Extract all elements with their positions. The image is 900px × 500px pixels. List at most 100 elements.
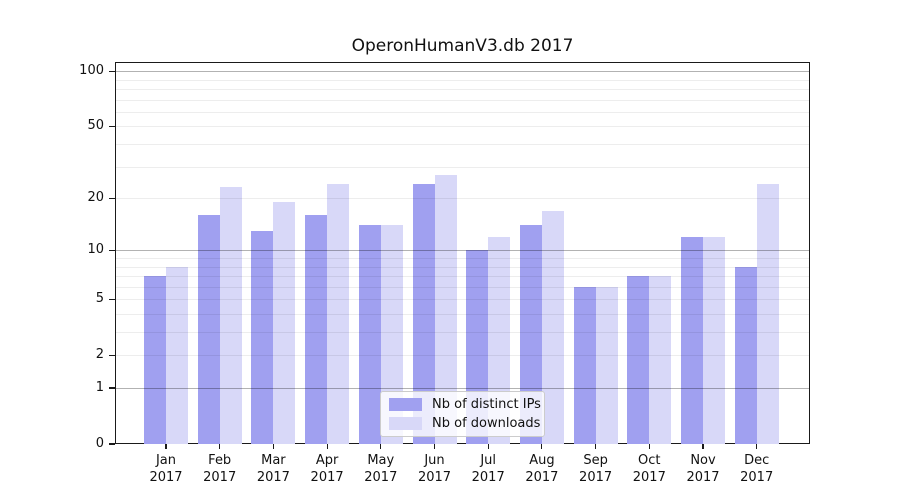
x-tick-label: Aug 2017 — [514, 452, 570, 486]
y-tick-label: 50 — [87, 118, 104, 134]
x-tick-month: Jan — [155, 453, 177, 468]
minor-gridline — [116, 314, 809, 315]
bar-downloads-mar — [273, 202, 296, 444]
minor-gridline — [116, 99, 809, 101]
x-tick-mark — [702, 444, 704, 449]
x-tick-month: Oct — [638, 453, 661, 468]
major-gridline — [116, 388, 809, 389]
minor-gridline — [116, 166, 809, 168]
bar-downloads-jan — [166, 266, 188, 444]
x-tick-year: 2017 — [686, 470, 720, 485]
y-tick-mark — [109, 197, 115, 199]
x-tick-year: 2017 — [149, 470, 183, 485]
x-tick-month: May — [367, 453, 395, 468]
major-gridline — [116, 71, 809, 73]
bar-distinct-ips-oct — [627, 276, 650, 444]
minor-gridline — [116, 126, 809, 128]
bar-downloads-may — [380, 225, 403, 444]
x-tick-label: Feb 2017 — [192, 452, 248, 486]
bar-downloads-aug — [541, 210, 564, 444]
x-tick-year: 2017 — [740, 470, 774, 485]
bar-downloads-jun — [434, 174, 457, 444]
x-tick-month: Sep — [583, 453, 608, 468]
x-tick-year: 2017 — [525, 470, 559, 485]
x-tick-mark — [380, 444, 382, 449]
x-tick-mark — [595, 444, 597, 449]
x-tick-year: 2017 — [310, 470, 344, 485]
x-tick-month: Dec — [744, 453, 770, 468]
x-tick-month: Apr — [315, 453, 339, 468]
minor-gridline — [116, 299, 809, 301]
x-tick-month: Aug — [529, 453, 555, 468]
x-tick-mark — [756, 444, 758, 449]
y-tick-mark — [109, 387, 115, 389]
y-tick-label: 2 — [95, 347, 104, 363]
legend-swatch — [389, 417, 422, 430]
y-tick-label: 20 — [87, 190, 104, 206]
x-tick-mark — [272, 444, 274, 449]
x-tick-mark — [541, 444, 543, 449]
chart-title: OperonHumanV3.db 2017 — [351, 36, 574, 56]
y-tick-label: 0 — [95, 436, 104, 451]
minor-gridline — [116, 276, 809, 277]
x-tick-year: 2017 — [364, 470, 398, 485]
x-tick-year: 2017 — [632, 470, 666, 485]
x-tick-label: Mar 2017 — [245, 452, 301, 486]
bar-distinct-ips-dec — [734, 266, 757, 444]
legend: Nb of distinct IPs Nb of downloads — [380, 391, 545, 437]
y-tick-mark — [109, 443, 115, 445]
y-tick-mark — [109, 125, 115, 127]
x-tick-mark — [433, 444, 436, 449]
x-tick-label: Jul 2017 — [460, 452, 516, 486]
x-tick-mark — [326, 444, 328, 449]
minor-gridline — [116, 89, 809, 90]
bar-distinct-ips-apr — [305, 215, 328, 444]
x-tick-label: Sep 2017 — [568, 452, 624, 486]
minor-gridline — [116, 144, 809, 145]
minor-gridline — [116, 355, 809, 357]
legend-entry: Nb of distinct IPs — [389, 397, 541, 412]
legend-label: Nb of downloads — [432, 416, 541, 431]
minor-gridline — [116, 111, 809, 113]
x-tick-year: 2017 — [417, 470, 452, 485]
minor-gridline — [116, 286, 809, 288]
bar-distinct-ips-aug — [519, 225, 542, 444]
x-tick-label: Jan 2017 — [138, 452, 194, 486]
x-tick-year: 2017 — [203, 470, 237, 485]
bar-downloads-apr — [327, 184, 350, 444]
x-tick-label: Jun 2017 — [407, 452, 463, 486]
bar-downloads-oct — [649, 276, 672, 444]
bar-downloads-nov — [703, 236, 725, 444]
x-tick-label: Dec 2017 — [729, 452, 785, 486]
legend-label: Nb of distinct IPs — [432, 397, 541, 412]
x-tick-label: Oct 2017 — [621, 452, 677, 486]
y-tick-mark — [109, 70, 115, 72]
x-tick-year: 2017 — [471, 470, 505, 485]
x-tick-month: Feb — [208, 453, 232, 468]
legend-swatch — [389, 398, 422, 411]
x-tick-mark — [487, 444, 489, 449]
bar-downloads-dec — [756, 184, 779, 444]
y-tick-mark — [109, 354, 115, 356]
bar-distinct-ips-may — [358, 225, 381, 444]
minor-gridline — [116, 332, 809, 333]
minor-gridline — [116, 258, 809, 259]
x-tick-label: May 2017 — [353, 452, 409, 486]
bar-distinct-ips-jan — [144, 276, 166, 444]
bar-distinct-ips-mar — [251, 230, 274, 444]
bar-distinct-ips-sep — [573, 286, 596, 444]
bar-downloads-feb — [219, 187, 242, 444]
bar-distinct-ips-nov — [681, 236, 703, 444]
x-tick-mark — [165, 444, 167, 449]
x-tick-month: Jun — [424, 453, 445, 468]
x-tick-month: Mar — [261, 453, 286, 468]
x-tick-year: 2017 — [579, 470, 613, 485]
bar-distinct-ips-feb — [197, 215, 220, 444]
y-tick-label: 100 — [79, 63, 104, 79]
x-tick-month: Nov — [690, 453, 716, 468]
x-tick-month: Jul — [480, 453, 497, 468]
major-gridline — [116, 250, 809, 252]
y-tick-label: 1 — [95, 380, 104, 395]
x-tick-year: 2017 — [256, 470, 290, 485]
